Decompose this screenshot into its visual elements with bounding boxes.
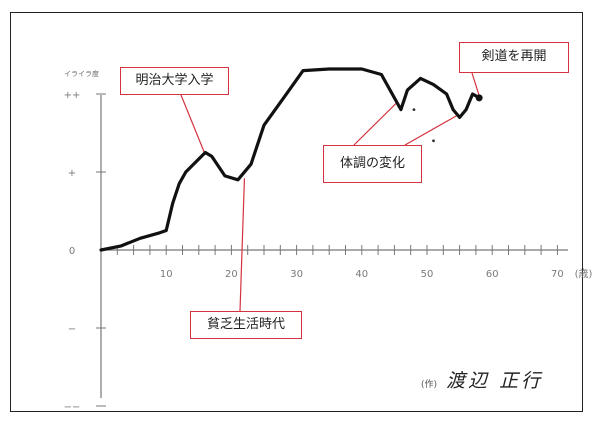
scatter-point [412, 108, 416, 111]
x-tick-label: 60 [486, 269, 499, 280]
y-tick-label: 0 [69, 246, 75, 257]
callout-leader-line [404, 115, 457, 146]
callout-leader-lines [180, 72, 480, 312]
scatter-point [432, 139, 435, 143]
signature-name: 渡辺 正行 [446, 370, 544, 392]
author-signature: (作) 渡辺 正行 [421, 366, 543, 393]
y-tick-labels: +++0−−− [64, 90, 81, 413]
callout-4: 剣道を再開 [459, 42, 569, 73]
x-tick-label: 70 [551, 269, 564, 280]
x-axis-unit: (歳) [575, 268, 593, 280]
x-tick-label: 10 [160, 269, 173, 280]
y-tick-label: − [68, 324, 76, 335]
x-ticks [96, 93, 558, 407]
axes [100, 95, 568, 398]
callout-3: 体調の変化 [323, 145, 422, 183]
callout-leader-line [180, 94, 206, 156]
callout-2: 貧乏生活時代 [190, 311, 302, 339]
callout-leader-line [239, 178, 246, 312]
series-line [99, 67, 481, 252]
y-axis-label: イライラ度 [64, 69, 99, 78]
x-tick-label: 20 [225, 269, 238, 280]
y-tick-label: ++ [64, 90, 81, 101]
callout-leader-line [353, 101, 399, 146]
signature-prefix: (作) [421, 380, 438, 390]
x-tick-label: 30 [290, 269, 303, 280]
series-group [99, 67, 483, 252]
y-tick-label: + [68, 168, 76, 179]
callout-1: 明治大学入学 [120, 67, 229, 95]
series-end-mark [475, 94, 483, 102]
callout-leader-line [471, 72, 480, 96]
x-tick-labels: 10 20 30 40 50 60 70 (歳) [160, 268, 593, 280]
y-tick-label: −− [64, 402, 81, 413]
x-tick-label: 50 [421, 269, 434, 280]
x-tick-label: 40 [355, 269, 368, 280]
